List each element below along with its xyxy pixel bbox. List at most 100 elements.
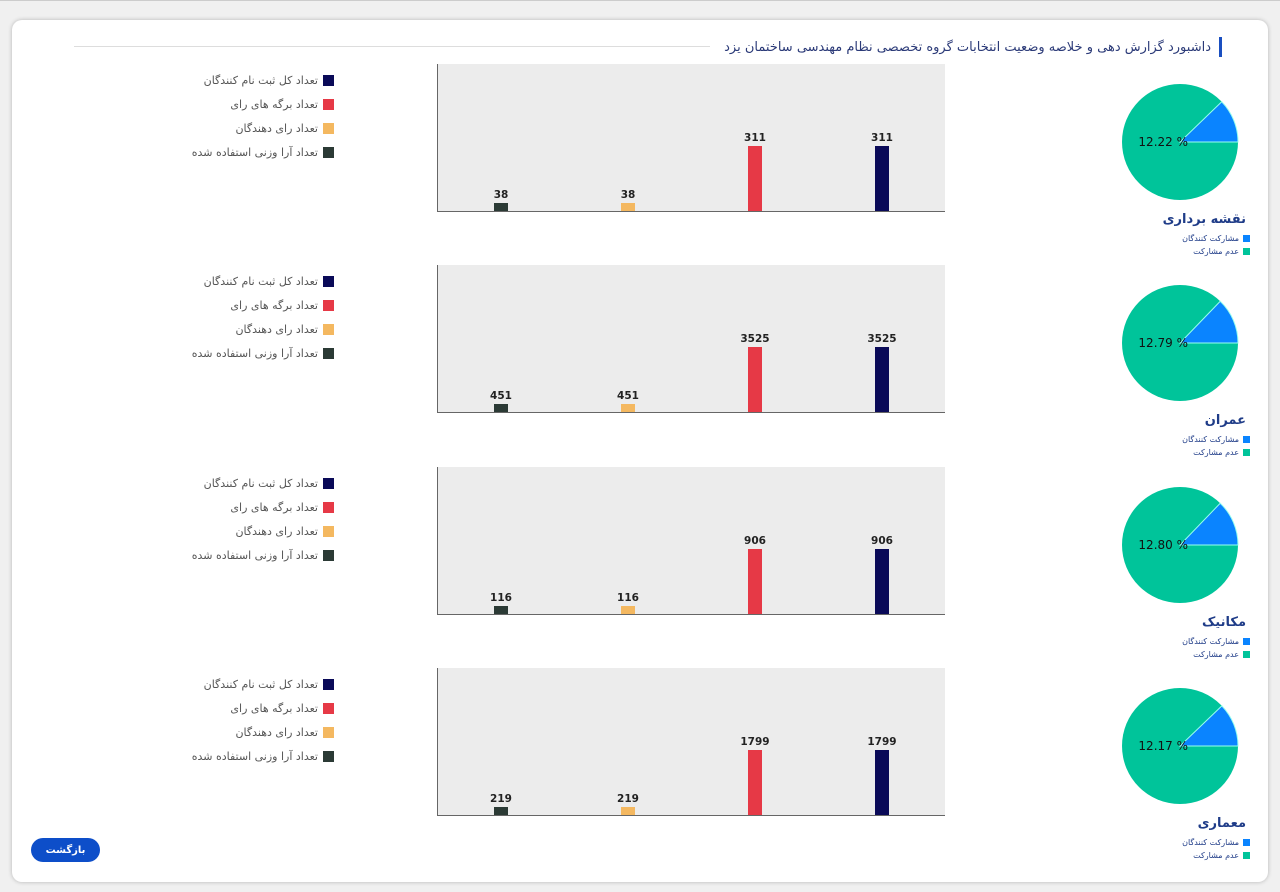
bar (875, 749, 889, 815)
bar (494, 403, 508, 412)
legend-item: تعداد آرا وزنی استفاده شده (192, 341, 334, 365)
bar-value-label: 38 (620, 189, 636, 202)
pie-slice-participation (1178, 502, 1239, 546)
bar-value-label: 1799 (740, 735, 770, 748)
legend-swatch (323, 750, 334, 762)
legend-item: تعداد رای دهندگان (192, 116, 334, 140)
legend-label: تعداد برگه های رای (230, 500, 318, 514)
pie-chart: 12.17 % (1122, 688, 1239, 804)
bar-value-label: 451 (490, 389, 512, 402)
bar-value-label: 1799 (867, 735, 897, 748)
pie-percent-label: 12.22 % (1138, 135, 1188, 149)
pie-slice-participation (1178, 101, 1239, 143)
legend-label: تعداد آرا وزنی استفاده شده (191, 548, 318, 562)
group-title: عمران (1204, 413, 1246, 428)
legend-swatch (323, 323, 334, 335)
pie-legend: مشارکت کنندگان عدم مشارکت (1182, 836, 1250, 862)
legend-item: تعداد کل ثبت نام کنندگان (192, 672, 334, 696)
legend-swatch (323, 74, 334, 86)
legend-swatch (1243, 248, 1250, 255)
pie-legend-label: مشارکت کنندگان (1182, 838, 1239, 847)
legend-swatch (1243, 449, 1250, 456)
legend-swatch (323, 98, 334, 110)
header-divider (74, 46, 710, 47)
bar-legend: تعداد کل ثبت نام کنندگان تعداد برگه های ر… (192, 672, 334, 768)
legend-label: تعداد برگه های رای (230, 298, 318, 312)
bar-legend: تعداد کل ثبت نام کنندگان تعداد برگه های ر… (192, 68, 334, 164)
legend-swatch (1243, 638, 1250, 645)
legend-swatch (323, 347, 334, 359)
legend-swatch (323, 477, 334, 489)
pie-percent-label: 12.79 % (1138, 336, 1188, 350)
bar-value-label: 451 (617, 389, 639, 402)
legend-swatch (323, 549, 334, 561)
pie-legend-label: عدم مشارکت (1193, 247, 1239, 256)
bar-value-label: 906 (744, 534, 766, 547)
bar (748, 145, 762, 211)
bar-value-label: 3525 (867, 332, 897, 345)
legend-item: تعداد آرا وزنی استفاده شده (192, 140, 334, 164)
bar-value-label: 116 (617, 591, 639, 604)
pie-legend-item: عدم مشارکت (1182, 849, 1250, 862)
bar-value-label: 116 (490, 591, 512, 604)
pie-legend-label: مشارکت کنندگان (1182, 637, 1239, 646)
legend-item: تعداد رای دهندگان (192, 519, 334, 543)
legend-label: تعداد کل ثبت نام کنندگان (203, 73, 318, 87)
pie-chart: 12.80 % (1122, 487, 1239, 603)
bar-value-label: 219 (617, 793, 639, 806)
bar-value-label: 311 (871, 131, 893, 144)
pie-percent-label: 12.80 % (1138, 538, 1188, 552)
legend-label: تعداد کل ثبت نام کنندگان (203, 677, 318, 691)
bar-value-label: 219 (490, 793, 512, 806)
pie-legend-item: عدم مشارکت (1182, 648, 1250, 661)
bar-value-label: 906 (871, 534, 893, 547)
top-border (0, 0, 1280, 1)
bar-chart-plot: 116 116 906 906 (437, 467, 945, 615)
legend-label: تعداد کل ثبت نام کنندگان (203, 476, 318, 490)
legend-swatch (323, 275, 334, 287)
legend-swatch (1243, 436, 1250, 443)
legend-swatch (323, 702, 334, 714)
bar-chart-plot: 451 451 3525 3525 (437, 265, 945, 413)
bar-legend: تعداد کل ثبت نام کنندگان تعداد برگه های ر… (192, 269, 334, 365)
bar-value-label: 38 (493, 189, 509, 202)
legend-item: تعداد برگه های رای (192, 293, 334, 317)
pie-legend-label: عدم مشارکت (1193, 650, 1239, 659)
legend-label: تعداد رای دهندگان (235, 524, 318, 538)
legend-swatch (323, 726, 334, 738)
pie-legend-label: مشارکت کنندگان (1182, 435, 1239, 444)
legend-swatch (323, 678, 334, 690)
pie-percent-label: 12.17 % (1138, 739, 1188, 753)
bar (875, 548, 889, 614)
legend-label: تعداد رای دهندگان (235, 322, 318, 336)
chart-section: تعداد کل ثبت نام کنندگان تعداد برگه های ر… (0, 668, 1280, 869)
pie-legend-label: مشارکت کنندگان (1182, 234, 1239, 243)
bar (875, 145, 889, 211)
bar (621, 203, 635, 211)
legend-item: تعداد رای دهندگان (192, 720, 334, 744)
back-button[interactable]: بازگشت (31, 838, 100, 862)
legend-item: تعداد برگه های رای (192, 92, 334, 116)
legend-swatch (1243, 235, 1250, 242)
pie-legend-item: مشارکت کنندگان (1182, 433, 1250, 446)
bar (621, 403, 635, 412)
pie-chart: 12.79 % (1122, 285, 1239, 401)
pie-legend-item: مشارکت کنندگان (1182, 836, 1250, 849)
legend-item: تعداد برگه های رای (192, 696, 334, 720)
legend-item: تعداد برگه های رای (192, 495, 334, 519)
pie-legend-item: عدم مشارکت (1182, 245, 1250, 258)
legend-label: تعداد آرا وزنی استفاده شده (191, 346, 318, 360)
legend-swatch (323, 122, 334, 134)
legend-label: تعداد رای دهندگان (235, 121, 318, 135)
legend-label: تعداد برگه های رای (230, 97, 318, 111)
chart-section: تعداد کل ثبت نام کنندگان تعداد برگه های ر… (0, 265, 1280, 466)
bar (875, 346, 889, 412)
group-title: مکانیک (1202, 615, 1246, 630)
bar-value-label: 3525 (740, 332, 770, 345)
pie-legend-item: مشارکت کنندگان (1182, 635, 1250, 648)
pie-legend-item: مشارکت کنندگان (1182, 232, 1250, 245)
legend-label: تعداد رای دهندگان (235, 725, 318, 739)
pie-legend: مشارکت کنندگان عدم مشارکت (1182, 635, 1250, 661)
pie-slice-participation (1178, 705, 1239, 747)
page-header: داشبورد گزارش دهی و خلاصه وضعیت انتخابات… (724, 37, 1222, 57)
